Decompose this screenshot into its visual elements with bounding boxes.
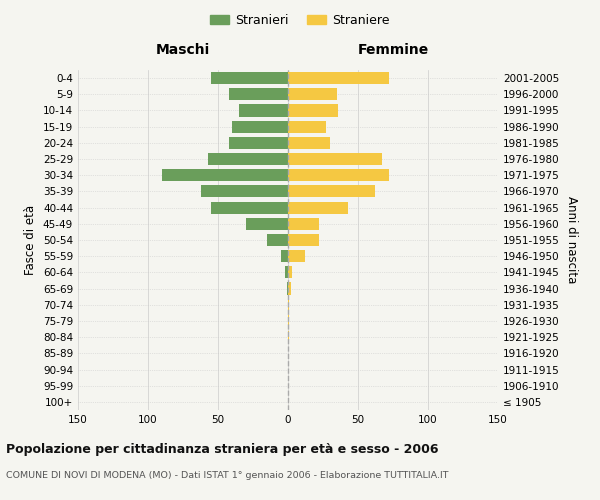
Bar [288, 315, 289, 327]
Bar [288, 266, 292, 278]
Bar [288, 88, 337, 101]
Bar [288, 298, 289, 311]
Bar [287, 282, 288, 294]
Bar [239, 104, 288, 117]
Bar [288, 120, 326, 132]
Bar [288, 72, 389, 84]
Bar [285, 266, 288, 278]
Y-axis label: Fasce di età: Fasce di età [25, 205, 37, 275]
Bar [211, 72, 288, 84]
Bar [281, 250, 288, 262]
Text: COMUNE DI NOVI DI MODENA (MO) - Dati ISTAT 1° gennaio 2006 - Elaborazione TUTTIT: COMUNE DI NOVI DI MODENA (MO) - Dati IST… [6, 471, 449, 480]
Bar [288, 282, 291, 294]
Bar [288, 186, 375, 198]
Bar [288, 250, 305, 262]
Text: Femmine: Femmine [358, 43, 428, 57]
Bar [229, 137, 288, 149]
Bar [288, 234, 319, 246]
Bar [267, 234, 288, 246]
Bar [246, 218, 288, 230]
Bar [201, 186, 288, 198]
Bar [162, 169, 288, 181]
Text: Maschi: Maschi [156, 43, 210, 57]
Bar [288, 202, 348, 213]
Bar [288, 153, 382, 165]
Bar [288, 331, 289, 343]
Bar [288, 218, 319, 230]
Bar [232, 120, 288, 132]
Y-axis label: Anni di nascita: Anni di nascita [565, 196, 578, 284]
Bar [211, 202, 288, 213]
Bar [229, 88, 288, 101]
Bar [208, 153, 288, 165]
Legend: Stranieri, Straniere: Stranieri, Straniere [205, 8, 395, 32]
Bar [288, 104, 338, 117]
Bar [288, 137, 330, 149]
Bar [288, 169, 389, 181]
Text: Popolazione per cittadinanza straniera per età e sesso - 2006: Popolazione per cittadinanza straniera p… [6, 442, 439, 456]
